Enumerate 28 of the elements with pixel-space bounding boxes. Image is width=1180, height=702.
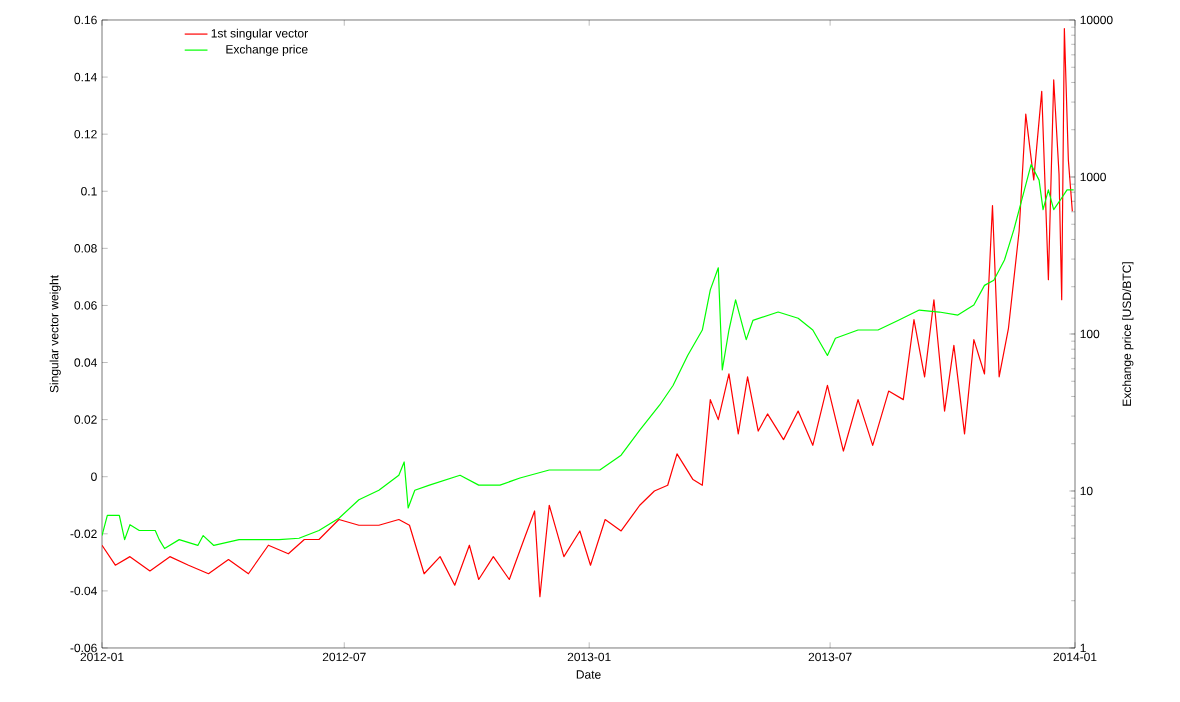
- legend-label: 1st singular vector: [211, 28, 308, 40]
- y2-tick-label: 100: [1080, 329, 1100, 339]
- y2-tick-label: 10000: [1080, 15, 1113, 25]
- legend-label: Exchange price: [226, 44, 308, 56]
- x-tick-label: 2014-01: [1053, 652, 1097, 662]
- y-tick-label: 0.08: [74, 244, 97, 253]
- y2-tick-label: 1: [1080, 643, 1086, 653]
- y-tick-label: 0.02: [74, 415, 97, 424]
- x-tick-label: 2013-01: [567, 652, 611, 662]
- x-tick-label: 2012-07: [322, 652, 366, 662]
- y-tick-label: -0.04: [70, 586, 97, 596]
- y2-axis-title: Exchange price [USD/BTC]: [1122, 262, 1134, 406]
- y-tick-label: 0: [91, 472, 97, 481]
- y-tick-label: -0.02: [70, 529, 97, 539]
- y2-tick-label: 1000: [1080, 172, 1106, 182]
- y-tick-label: 0.06: [74, 301, 97, 310]
- y-tick-label: 0.12: [74, 129, 97, 139]
- y-tick-label: 0.1: [81, 187, 97, 196]
- y-axis-title: Singular vector weight: [49, 275, 61, 393]
- x-tick-label: 2013-07: [808, 652, 852, 662]
- x-tick-label: 2012-01: [80, 652, 124, 662]
- y-tick-label: 0.16: [74, 15, 97, 25]
- y2-tick-label: 10: [1080, 486, 1093, 496]
- line-series: [102, 27, 1073, 598]
- y-tick-label: 0.04: [74, 358, 97, 367]
- x-axis-title: Date: [576, 670, 601, 679]
- y-tick-label: 0.14: [74, 72, 97, 82]
- y-tick-label: -0.06: [70, 643, 97, 653]
